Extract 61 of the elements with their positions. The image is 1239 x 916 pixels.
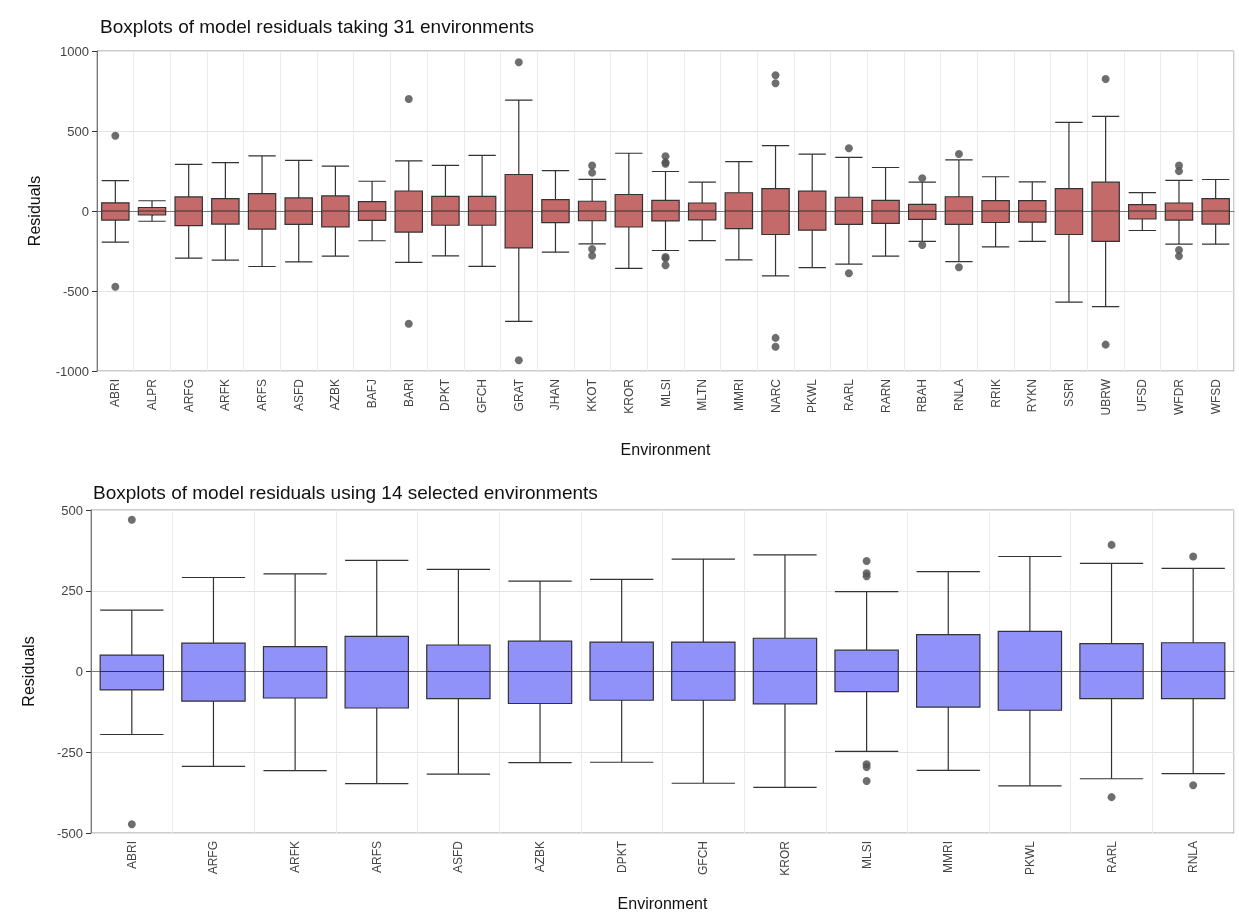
x-tick-label: MLTN — [695, 379, 710, 411]
x-tick-label: PKWL — [805, 378, 820, 414]
x-tick-label: ARFS — [255, 379, 270, 412]
x-tick-label: KROR — [621, 378, 636, 414]
x-tick-label: MLSI — [859, 841, 874, 870]
x-tick-label: UBRW — [1098, 378, 1113, 416]
y-axis-title: Residuals — [25, 175, 43, 247]
x-tick-label: KROR — [777, 840, 792, 876]
x-tick-label: RRIK — [988, 379, 1003, 408]
y-tick-label: 500 — [61, 502, 83, 518]
x-tick-label: WFSD — [1208, 378, 1223, 415]
chart-title: Boxplots of model residuals taking 31 environments — [100, 16, 535, 37]
y-axis-title: Residuals — [19, 636, 37, 707]
x-tick-label: DPKT — [438, 378, 453, 412]
x-axis-title: Environment — [617, 894, 708, 912]
x-tick-label: RARL — [1104, 840, 1119, 874]
x-tick-label: NARC — [768, 378, 783, 414]
x-tick-label: ARFK — [288, 841, 303, 874]
y-tick-label: -500 — [56, 825, 83, 841]
x-tick-label: GFCH — [475, 379, 490, 413]
x-tick-label: ARFS — [369, 841, 384, 874]
y-tick-label: 0 — [75, 664, 83, 679]
y-tick-label: 500 — [67, 123, 89, 139]
x-tick-label: BAFJ — [365, 379, 380, 409]
x-axis-title: Environment — [620, 440, 711, 458]
x-tick-label: ALPR — [145, 378, 160, 411]
x-tick-label: RBAH — [915, 379, 930, 413]
y-tick-label: 0 — [81, 203, 89, 219]
x-tick-label: ARFK — [218, 379, 233, 412]
x-tick-label: ASFD — [291, 378, 306, 412]
x-tick-label: ARFG — [181, 379, 196, 413]
x-tick-label: BARI — [401, 379, 416, 408]
x-tick-label: MMRI — [731, 379, 746, 411]
x-tick-label: AZBK — [533, 841, 548, 873]
x-tick-label: KKOT — [585, 378, 600, 412]
x-tick-label: RNLA — [951, 379, 966, 412]
x-tick-label: UFSD — [1135, 378, 1150, 412]
x-tick-label: MLSI — [658, 379, 673, 408]
x-tick-label: RNLA — [1186, 841, 1201, 874]
y-tick-label: -250 — [56, 744, 83, 760]
x-tick-label: MMRI — [941, 841, 956, 873]
x-tick-label: ASFD — [451, 840, 466, 874]
x-tick-label: JHAN — [548, 379, 563, 411]
x-tick-label: RYKN — [1025, 379, 1040, 413]
y-tick-label: -1000 — [55, 363, 89, 379]
x-tick-label: PKWL — [1022, 840, 1037, 876]
x-tick-label: RARL — [841, 378, 856, 412]
x-tick-label: SSRI — [1061, 379, 1076, 408]
x-tick-label: ABRI — [124, 841, 139, 870]
x-tick-label: RARN — [878, 379, 893, 414]
x-tick-label: WFDR — [1171, 378, 1186, 415]
x-tick-label: GFCH — [696, 841, 711, 875]
x-tick-label: ABRI — [108, 379, 123, 408]
x-tick-label: AZBK — [328, 379, 343, 411]
y-tick-label: -500 — [62, 283, 89, 299]
x-tick-label: DPKT — [614, 840, 629, 874]
x-tick-label: GRAT — [511, 378, 526, 412]
y-tick-label: 250 — [61, 583, 83, 599]
x-tick-label: ARFG — [206, 841, 221, 875]
y-tick-label: 1000 — [60, 43, 89, 59]
chart-title: Boxplots of model residuals using 14 selected environments — [93, 482, 598, 503]
